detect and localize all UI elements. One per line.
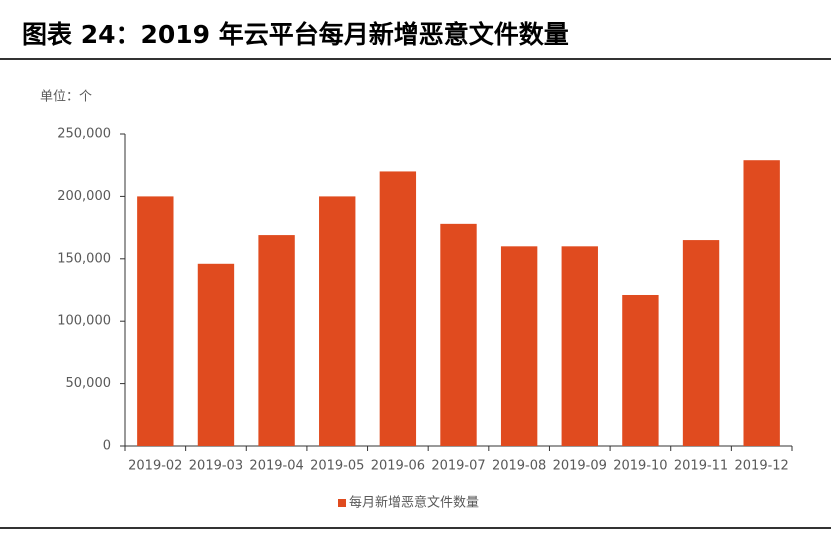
bar: [319, 196, 356, 446]
bar: [622, 294, 659, 446]
x-tick-label: 2019-06: [371, 459, 425, 474]
y-tick-label: 200,000: [57, 189, 111, 204]
bar: [743, 160, 780, 446]
x-tick-label: 2019-08: [492, 459, 546, 474]
bar: [197, 263, 235, 446]
bar: [137, 196, 174, 446]
x-tick-label: 2019-10: [613, 459, 667, 474]
x-tick-label: 2019-07: [431, 459, 485, 474]
y-tick-label: 250,000: [57, 127, 111, 142]
x-tick-label: 2019-03: [189, 459, 243, 474]
chart-title: 图表 24：2019 年云平台每月新增恶意文件数量: [22, 20, 569, 49]
bar: [379, 171, 417, 446]
legend-swatch: [338, 499, 346, 507]
bar: [500, 246, 538, 446]
y-tick-label: 100,000: [57, 314, 111, 329]
y-tick-label: 0: [103, 439, 111, 454]
bar: [258, 235, 295, 446]
y-tick-label: 150,000: [57, 251, 111, 266]
x-tick-label: 2019-04: [249, 459, 303, 474]
bar: [561, 246, 598, 446]
x-tick-label: 2019-05: [310, 459, 364, 474]
y-tick-label: 50,000: [66, 376, 112, 391]
x-tick-label: 2019-12: [735, 459, 789, 474]
x-tick-label: 2019-11: [674, 459, 728, 474]
bar: [682, 240, 720, 446]
legend-label: 每月新增恶意文件数量: [349, 495, 479, 511]
unit-label: 单位：个: [40, 90, 92, 105]
x-tick-label: 2019-02: [128, 459, 182, 474]
bar: [440, 223, 477, 446]
x-tick-label: 2019-09: [553, 459, 607, 474]
